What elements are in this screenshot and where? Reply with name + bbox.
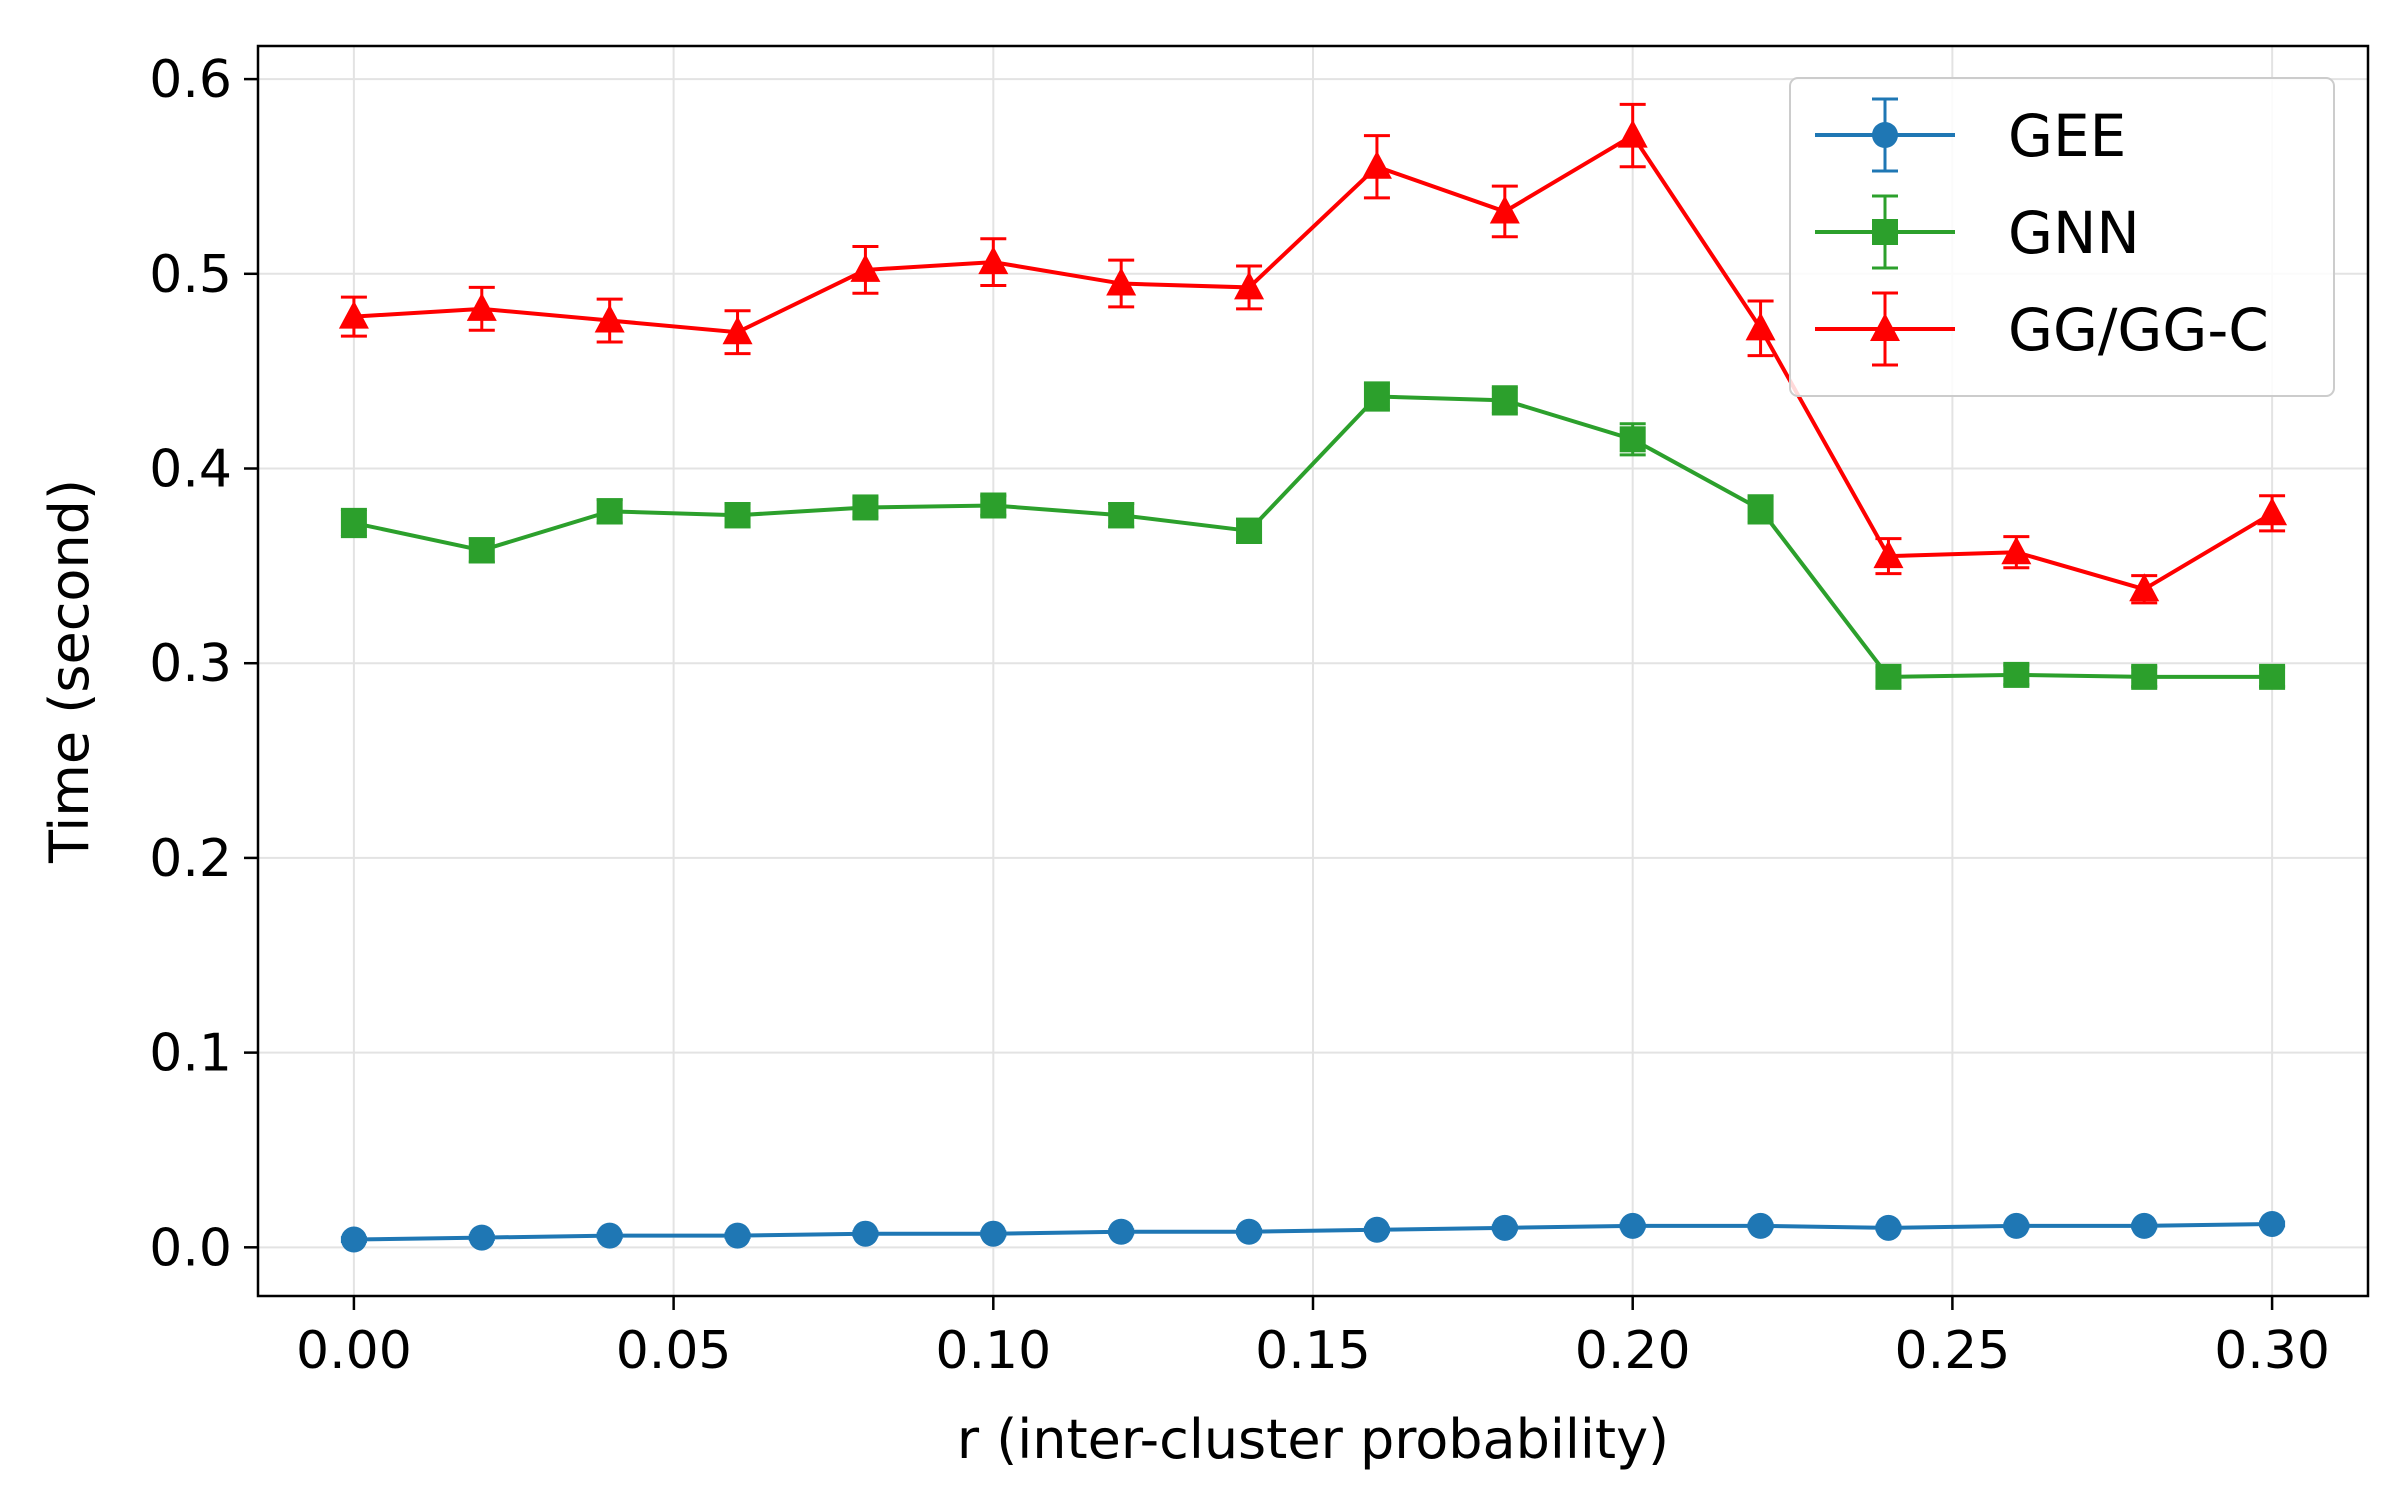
series-gnn [340, 381, 2286, 690]
data-point [1617, 119, 1648, 148]
y-tick-label: 0.1 [149, 1024, 232, 1084]
data-point [596, 1222, 623, 1249]
data-point [2129, 573, 2160, 602]
legend-marker [1870, 313, 1900, 341]
x-tick-label: 0.10 [935, 1321, 1051, 1381]
series-line [353, 132, 2274, 592]
data-point [1619, 426, 1646, 453]
data-point [2259, 663, 2286, 690]
data-point [1236, 517, 1263, 544]
data-point [724, 1222, 751, 1249]
y-tick-label: 0.3 [149, 634, 232, 694]
data-point [340, 510, 367, 537]
data-point [980, 492, 1007, 519]
data-point [2259, 1210, 2286, 1237]
x-tick-label: 0.20 [1575, 1321, 1691, 1381]
data-point [1108, 502, 1135, 529]
data-point [1489, 195, 1520, 224]
legend-label: GNN [2008, 199, 2140, 267]
legend-label: GG/GG-C [2008, 296, 2269, 364]
data-point [2003, 1212, 2030, 1239]
data-point [1234, 271, 1265, 300]
data-point [1108, 1218, 1135, 1245]
legend-box [1789, 77, 2335, 397]
x-tick-label: 0.30 [2214, 1321, 2330, 1381]
y-tick-label: 0.6 [149, 50, 232, 110]
data-point [2131, 663, 2158, 690]
y-tick-label: 0.4 [149, 440, 232, 500]
data-point [1875, 663, 1902, 690]
data-point [468, 1224, 495, 1251]
data-point [1747, 496, 1774, 523]
data-point [1361, 150, 1392, 179]
data-point [1873, 540, 1904, 569]
legend-item: GNN [1815, 194, 2140, 270]
y-tick-label: 0.0 [149, 1218, 232, 1278]
data-point [1236, 1218, 1263, 1245]
data-point [1875, 1214, 1902, 1241]
data-point [340, 1226, 367, 1253]
legend-marker [1872, 219, 1898, 245]
legend-item: GG/GG-C [1815, 291, 2269, 367]
x-tick-label: 0.15 [1255, 1321, 1371, 1381]
data-point [722, 316, 753, 345]
y-axis-label: Time (second) [38, 479, 101, 864]
y-tick-label: 0.5 [149, 245, 232, 305]
data-point [2001, 536, 2032, 565]
data-point [978, 246, 1009, 275]
x-tick-label: 0.00 [296, 1321, 412, 1381]
data-point [2003, 661, 2030, 688]
legend-item: GEE [1815, 97, 2126, 173]
series-gee [340, 1210, 2286, 1253]
data-point [468, 537, 495, 564]
legend-label: GEE [2008, 102, 2126, 170]
series-gg-gg-c [338, 102, 2288, 605]
series-line [353, 1221, 2273, 1242]
data-point [466, 292, 497, 321]
data-point [1747, 1212, 1774, 1239]
y-tick-label: 0.2 [149, 829, 232, 889]
data-point [1363, 1216, 1390, 1243]
series-line [353, 394, 2273, 679]
data-point [852, 494, 879, 521]
data-point [724, 502, 751, 529]
x-axis-label: r (inter-cluster probability) [957, 1408, 1669, 1471]
series-layer [338, 102, 2288, 1253]
data-point [980, 1220, 1007, 1247]
data-point [850, 253, 881, 282]
legend: GEE GNN GG/GG-C [1789, 77, 2335, 397]
data-point [2257, 497, 2288, 526]
data-point [596, 498, 623, 525]
data-point [1363, 383, 1390, 410]
ticks: 0.00 0.05 0.10 0.15 0.20 0.25 0.30 0.0 0.1 0.2 0.3… [149, 50, 2330, 1381]
data-point [1491, 387, 1518, 414]
x-tick-label: 0.05 [616, 1321, 732, 1381]
data-point [594, 304, 625, 333]
data-point [1745, 312, 1776, 341]
x-tick-label: 0.25 [1895, 1321, 2011, 1381]
data-point [1491, 1214, 1518, 1241]
data-point [852, 1220, 879, 1247]
data-point [1106, 267, 1137, 296]
data-point [2131, 1212, 2158, 1239]
data-point [1619, 1212, 1646, 1239]
data-point [338, 300, 369, 329]
legend-marker [1872, 122, 1898, 148]
